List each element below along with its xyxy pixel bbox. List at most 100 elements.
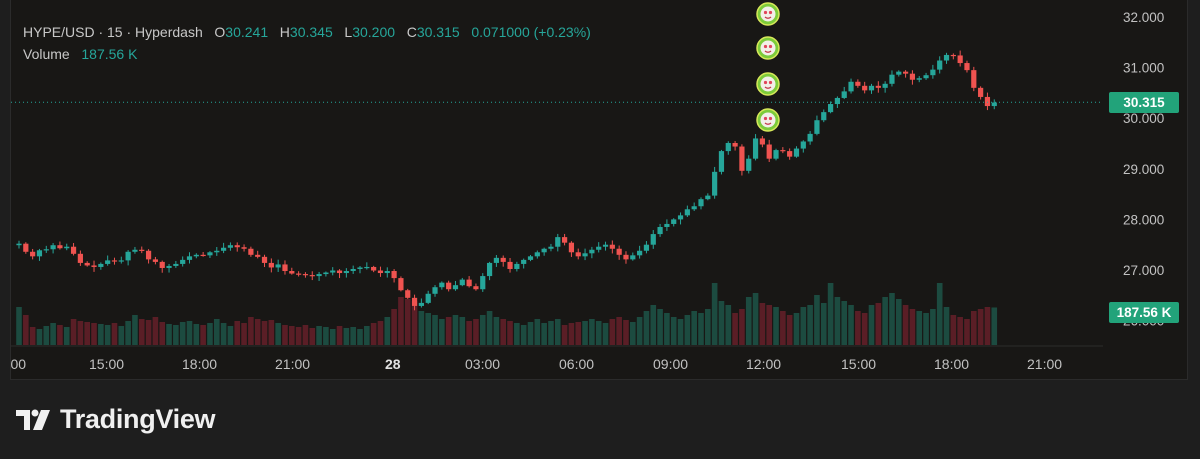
candle <box>186 252 193 264</box>
candle <box>964 60 970 73</box>
volume-bar <box>316 326 322 345</box>
candle <box>671 218 677 227</box>
volume-bar <box>875 303 882 345</box>
volume-bar <box>241 323 247 345</box>
volume-bar <box>814 295 820 345</box>
candle <box>364 262 370 270</box>
event-markers[interactable] <box>756 2 780 132</box>
volume-bar <box>479 315 486 345</box>
volume-bar <box>404 299 411 345</box>
time-tick-label: 18:00 <box>182 356 217 372</box>
volume-bar <box>364 326 370 345</box>
legend-symbol[interactable]: HYPE/USD · 15 · Hyperdash <box>23 24 203 40</box>
candle <box>43 245 49 253</box>
candle <box>336 269 343 279</box>
candle <box>139 246 145 254</box>
volume-bar <box>541 323 547 345</box>
candle <box>937 56 943 74</box>
candle <box>91 260 97 272</box>
volume-bar <box>670 317 677 345</box>
candle <box>991 99 997 110</box>
volume-bar <box>861 313 868 345</box>
volume-bar <box>677 319 684 345</box>
candle <box>691 202 697 211</box>
candle <box>684 205 690 217</box>
candle <box>984 92 991 111</box>
candle <box>398 276 404 292</box>
volume-bar <box>527 322 534 345</box>
candle <box>145 249 152 264</box>
price-tick-label: 31.000 <box>1123 61 1164 76</box>
candle <box>971 66 977 92</box>
candle <box>541 247 547 256</box>
volume-bar <box>616 317 622 345</box>
volume-bar <box>643 311 650 345</box>
candle <box>275 259 281 272</box>
candle <box>105 255 111 266</box>
volume-bar <box>977 309 984 345</box>
candle <box>411 294 418 311</box>
volume-bar <box>889 293 895 345</box>
legend-volume-label[interactable]: Volume <box>23 46 70 62</box>
time-tick-label: 15:00 <box>841 356 876 372</box>
price-tick-label: 27.000 <box>1123 263 1164 278</box>
volume-bar <box>841 301 848 345</box>
volume-bar <box>657 309 663 345</box>
volume-bar <box>50 323 56 345</box>
price-axis[interactable]: 32.00031.00030.00029.00028.00027.00026.0… <box>1123 10 1164 329</box>
volume-bar <box>568 323 575 345</box>
chart-panel[interactable]: 32.00031.00030.00029.00028.00027.00026.0… <box>10 0 1188 380</box>
volume-bar <box>323 327 329 345</box>
tradingview-brand[interactable]: TradingView <box>14 402 216 436</box>
candle <box>241 244 247 252</box>
candle <box>916 76 922 83</box>
candle <box>527 254 534 262</box>
volume-bar <box>500 319 507 345</box>
volume-bar <box>159 322 166 345</box>
candle <box>452 280 459 291</box>
volume-bar <box>752 293 759 345</box>
candle <box>609 240 615 254</box>
candle <box>159 260 165 273</box>
price-tick-label: 29.000 <box>1123 162 1164 177</box>
volume-bar <box>268 320 275 345</box>
candle <box>432 285 438 297</box>
candle <box>343 268 349 278</box>
candle <box>214 247 220 256</box>
candle <box>793 146 800 158</box>
candle <box>712 166 718 199</box>
event-marker-icon[interactable] <box>756 2 780 26</box>
event-marker-icon[interactable] <box>756 108 780 132</box>
volume-bar <box>57 325 63 345</box>
candle <box>909 70 916 85</box>
time-axis[interactable]: 12:00 15:00 18:00 21:00 28 03:00 06:00 09:00 12:… <box>11 356 1062 372</box>
candle <box>643 241 650 254</box>
time-tick-label: 12:00 <box>11 356 26 372</box>
candle <box>418 298 424 308</box>
volume-bar <box>650 305 657 345</box>
volume-bar <box>930 309 936 345</box>
candle <box>30 248 36 260</box>
candle <box>834 96 840 108</box>
volume-bar <box>909 309 916 345</box>
candle <box>568 241 575 257</box>
candle <box>787 148 793 160</box>
time-tick-label: 28 <box>385 356 401 372</box>
event-marker-icon[interactable] <box>756 72 780 96</box>
candle <box>637 245 643 259</box>
candle <box>350 265 356 274</box>
legend-high-label: H <box>279 24 290 40</box>
event-marker-icon[interactable] <box>756 36 780 60</box>
candlestick-chart[interactable]: 32.00031.00030.00029.00028.00027.00026.0… <box>11 0 1188 380</box>
time-tick-label: 12:00 <box>746 356 781 372</box>
candle <box>657 223 663 237</box>
candle <box>623 251 629 264</box>
candle <box>77 250 83 266</box>
volume-bar <box>466 321 472 345</box>
candle <box>473 283 479 291</box>
candle <box>705 193 711 201</box>
volume-bar <box>732 313 738 345</box>
time-tick-label: 21:00 <box>275 356 310 372</box>
candle <box>446 280 452 292</box>
legend-close: 30.315 <box>416 24 460 40</box>
